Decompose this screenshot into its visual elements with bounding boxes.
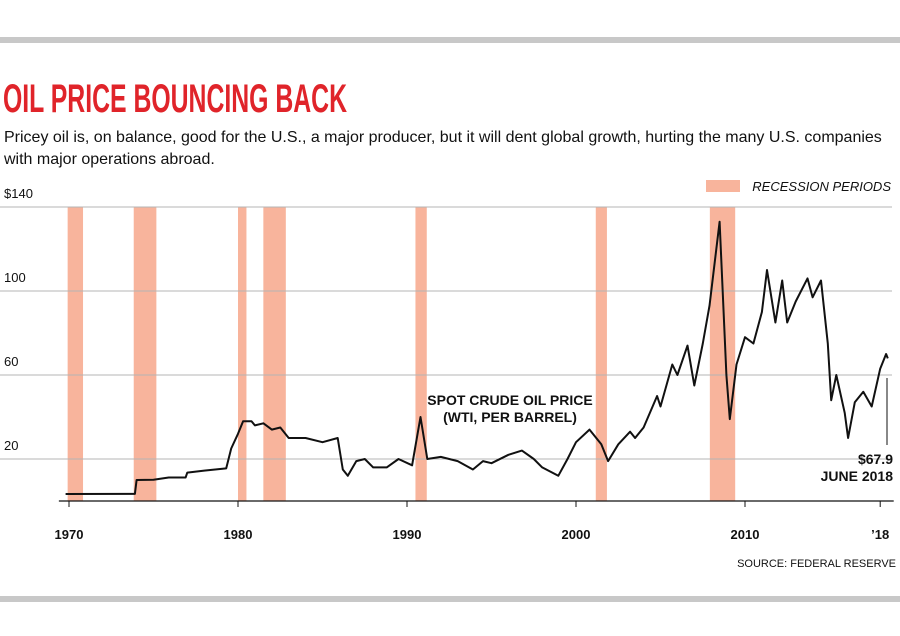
price-line <box>65 220 889 495</box>
chart-title: OIL PRICE BOUNCING BACK <box>3 77 347 121</box>
end-label: $67.9 <box>858 451 893 467</box>
bottom-rule <box>0 596 900 602</box>
y-tick-label: 20 <box>4 438 18 453</box>
x-tick-label: 1990 <box>393 527 422 542</box>
end-label: JUNE 2018 <box>821 468 894 484</box>
recession-band <box>133 207 157 501</box>
legend-label: RECESSION PERIODS <box>752 179 891 194</box>
recession-band <box>263 207 286 501</box>
x-tick-label: 2010 <box>731 527 760 542</box>
source: SOURCE: FEDERAL RESERVE <box>737 558 896 570</box>
x-tick-label: ’18 <box>871 527 889 542</box>
recession-band <box>709 207 736 501</box>
recession-band <box>238 207 247 501</box>
legend-swatch <box>706 180 740 192</box>
x-tick-label: 1980 <box>224 527 253 542</box>
y-tick-label: 60 <box>4 354 18 369</box>
x-tick-label: 1970 <box>55 527 84 542</box>
top-rule <box>0 37 900 43</box>
line-label: SPOT CRUDE OIL PRICE <box>427 392 592 408</box>
y-tick-label: 100 <box>4 270 26 285</box>
line-label: (WTI, PER BARREL) <box>443 409 577 425</box>
recession-band <box>595 207 607 501</box>
x-tick-label: 2000 <box>562 527 591 542</box>
recession-band <box>415 207 427 501</box>
recession-band <box>67 207 84 501</box>
subtitle: Pricey oil is, on balance, good for the … <box>4 129 882 168</box>
y-tick-label: $140 <box>4 186 33 201</box>
